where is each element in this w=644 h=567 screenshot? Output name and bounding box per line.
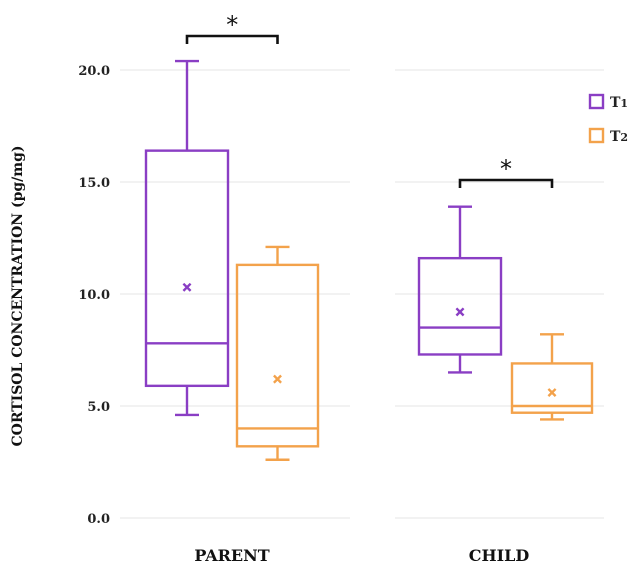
y-tick-label: 0.0 [87,512,110,527]
box-parent-t1 [144,59,230,417]
significance-bracket [458,178,554,188]
y-tick-label: 20.0 [78,64,110,79]
legend-label-main: T [610,129,621,145]
legend-label-sub: 2 [620,131,628,144]
y-tick-label: 5.0 [87,400,110,415]
legend-item-t1: T1 [588,93,628,111]
box-child-t1 [417,205,503,374]
mean-marker-stroke [182,282,192,292]
boxes [144,59,594,461]
box-iqr [144,149,230,388]
grid-lines [120,69,604,519]
mean-marker [455,307,465,317]
legend-label-main: T [610,95,621,111]
y-axis-title: CORTISOL CONCENTRATION (pg/mg) [10,146,26,447]
box-child-t2 [510,333,594,421]
y-tick-labels: 0.0 5.0 10.0 15.0 20.0 [78,64,110,527]
box-parent-t2 [235,245,320,461]
y-tick-label: 10.0 [78,288,110,303]
mean-marker-stroke [273,374,282,384]
significance-bracket [185,34,279,44]
box-iqr [235,263,320,448]
legend-label-sub: 1 [620,97,628,110]
group-label-parent: PARENT [194,546,269,565]
significance-parent: * [185,11,279,44]
legend-item-t2: T2 [588,127,628,145]
box-iqr [417,256,503,356]
mean-marker [273,374,282,384]
significance-star: * [226,11,238,39]
mean-marker-stroke [547,388,557,398]
y-tick-label: 15.0 [78,176,110,191]
legend-swatch [588,127,605,144]
legend-label: T1 [610,95,628,111]
box-iqr [510,362,594,414]
mean-marker [182,282,192,292]
legend-label: T2 [610,129,628,145]
significance-markers: ** [185,11,554,188]
legend-swatch [588,93,605,110]
group-label-child: CHILD [469,546,530,565]
significance-child: * [458,155,554,188]
mean-marker-stroke [455,307,465,317]
mean-marker [547,388,557,398]
group-labels: PARENT CHILD [194,546,529,565]
significance-star: * [500,155,512,183]
